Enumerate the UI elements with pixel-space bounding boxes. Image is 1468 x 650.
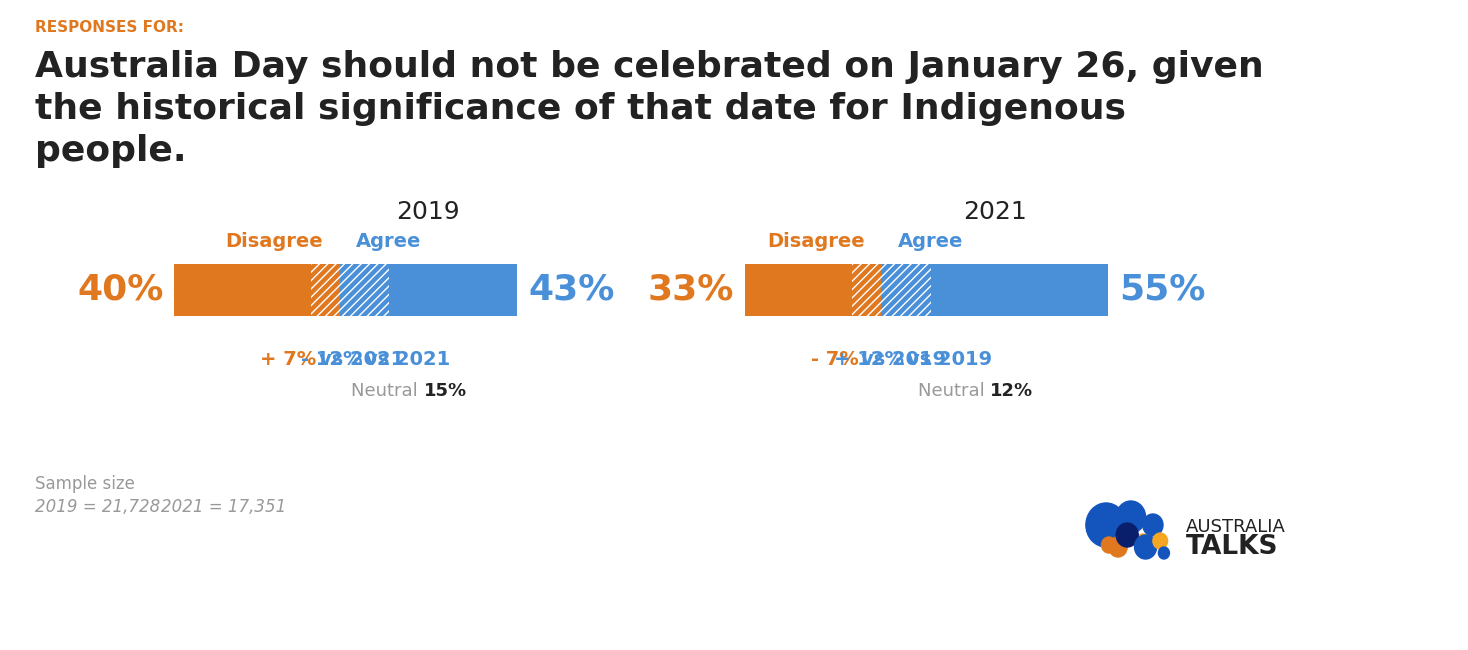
Text: vs 2021: vs 2021 — [320, 350, 405, 369]
Text: Neutral: Neutral — [351, 382, 424, 400]
Circle shape — [1101, 537, 1116, 553]
Circle shape — [1152, 533, 1167, 549]
Text: Agree: Agree — [357, 232, 421, 251]
Text: 12%: 12% — [991, 382, 1033, 400]
Text: 40%: 40% — [76, 273, 163, 307]
Text: Agree: Agree — [898, 232, 963, 251]
Bar — [744, 264, 853, 316]
Text: Sample size: Sample size — [35, 475, 135, 493]
Circle shape — [1108, 537, 1127, 557]
Text: - 12%: - 12% — [301, 350, 363, 369]
Text: 2021 = 17,351: 2021 = 17,351 — [160, 498, 286, 516]
Circle shape — [1142, 514, 1163, 536]
Circle shape — [1158, 547, 1170, 559]
Text: Neutral: Neutral — [918, 382, 991, 400]
Circle shape — [1086, 503, 1126, 547]
Text: - 7%: - 7% — [810, 350, 859, 369]
Bar — [339, 264, 389, 316]
Text: RESPONSES FOR:: RESPONSES FOR: — [35, 20, 184, 35]
Text: + 12%: + 12% — [834, 350, 904, 369]
Text: TALKS: TALKS — [1186, 534, 1279, 560]
Bar — [311, 264, 339, 316]
Bar — [389, 264, 517, 316]
Text: AUSTRALIA: AUSTRALIA — [1186, 518, 1286, 536]
Text: Australia Day should not be celebrated on January 26, given: Australia Day should not be celebrated o… — [35, 50, 1264, 84]
Circle shape — [1135, 535, 1157, 559]
Text: 2019 = 21,728: 2019 = 21,728 — [35, 498, 160, 516]
Text: 15%: 15% — [424, 382, 467, 400]
Text: Disagree: Disagree — [226, 232, 323, 251]
Text: 2019: 2019 — [396, 200, 461, 224]
Circle shape — [1116, 523, 1138, 547]
Text: 43%: 43% — [528, 273, 615, 307]
Circle shape — [1116, 501, 1145, 533]
Text: people.: people. — [35, 134, 186, 168]
Text: 33%: 33% — [647, 273, 734, 307]
Bar — [175, 264, 311, 316]
Text: vs 2019: vs 2019 — [907, 350, 992, 369]
Text: the historical significance of that date for Indigenous: the historical significance of that date… — [35, 92, 1126, 126]
Text: + 7%: + 7% — [260, 350, 317, 369]
Circle shape — [1136, 534, 1149, 548]
Text: 55%: 55% — [1120, 273, 1205, 307]
Text: vs 2019: vs 2019 — [862, 350, 947, 369]
Text: 2021: 2021 — [963, 200, 1026, 224]
Bar — [931, 264, 1108, 316]
Bar — [853, 264, 881, 316]
Bar — [881, 264, 931, 316]
Text: vs 2021: vs 2021 — [366, 350, 451, 369]
Text: Disagree: Disagree — [768, 232, 865, 251]
